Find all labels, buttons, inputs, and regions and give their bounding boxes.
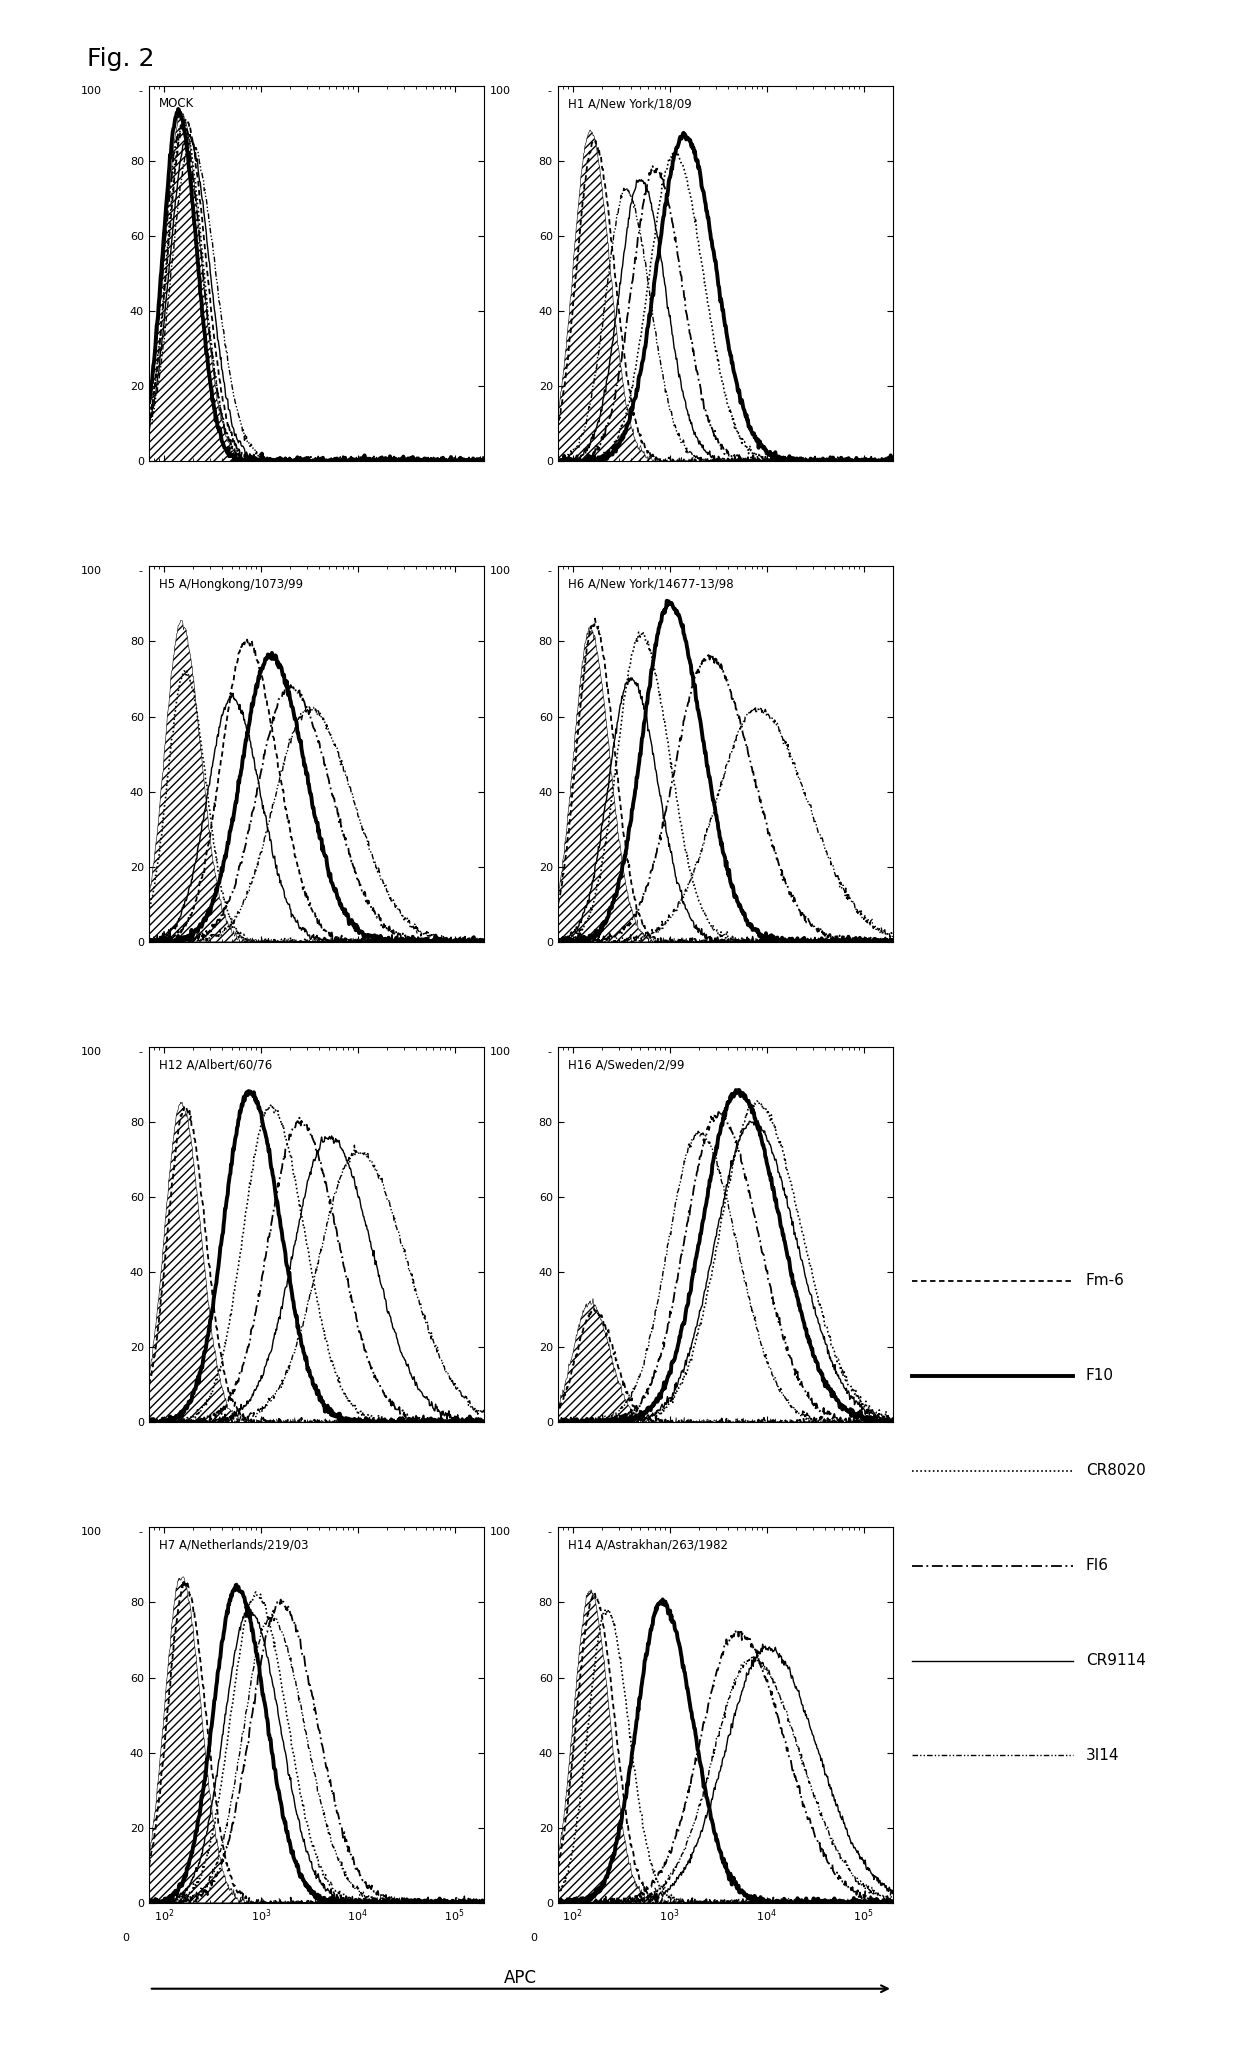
Text: -: -	[547, 1048, 551, 1058]
Text: APC: APC	[505, 1970, 537, 1987]
Text: Fig. 2: Fig. 2	[87, 47, 154, 72]
Text: -: -	[138, 1528, 143, 1537]
Text: CR8020: CR8020	[1086, 1463, 1146, 1477]
Text: Fm-6: Fm-6	[1086, 1273, 1125, 1289]
Text: H7 A/Netherlands/219/03: H7 A/Netherlands/219/03	[159, 1539, 309, 1551]
Text: 100: 100	[81, 1048, 102, 1058]
Text: H5 A/Hongkong/1073/99: H5 A/Hongkong/1073/99	[159, 577, 303, 591]
Text: 100: 100	[490, 567, 511, 577]
Text: H6 A/New York/14677-13/98: H6 A/New York/14677-13/98	[568, 577, 733, 591]
Text: -: -	[547, 86, 551, 96]
Text: 100: 100	[81, 1528, 102, 1537]
Text: H12 A/Albert/60/76: H12 A/Albert/60/76	[159, 1058, 272, 1072]
Text: 0: 0	[531, 1933, 538, 1944]
Text: 3I14: 3I14	[1086, 1747, 1120, 1764]
Text: 100: 100	[81, 567, 102, 577]
Text: -: -	[138, 567, 143, 577]
Text: -: -	[547, 567, 551, 577]
Text: -: -	[547, 1528, 551, 1537]
Text: 100: 100	[490, 1528, 511, 1537]
Text: 100: 100	[490, 86, 511, 96]
Text: H1 A/New York/18/09: H1 A/New York/18/09	[568, 98, 692, 110]
Text: F10: F10	[1086, 1369, 1114, 1383]
Text: 0: 0	[122, 1933, 129, 1944]
Text: H16 A/Sweden/2/99: H16 A/Sweden/2/99	[568, 1058, 684, 1072]
Text: 100: 100	[490, 1048, 511, 1058]
Text: 100: 100	[81, 86, 102, 96]
Text: CR9114: CR9114	[1086, 1653, 1146, 1667]
Text: FI6: FI6	[1086, 1559, 1109, 1573]
Text: H14 A/Astrakhan/263/1982: H14 A/Astrakhan/263/1982	[568, 1539, 728, 1551]
Text: -: -	[138, 1048, 143, 1058]
Text: MOCK: MOCK	[159, 98, 195, 110]
Text: -: -	[138, 86, 143, 96]
